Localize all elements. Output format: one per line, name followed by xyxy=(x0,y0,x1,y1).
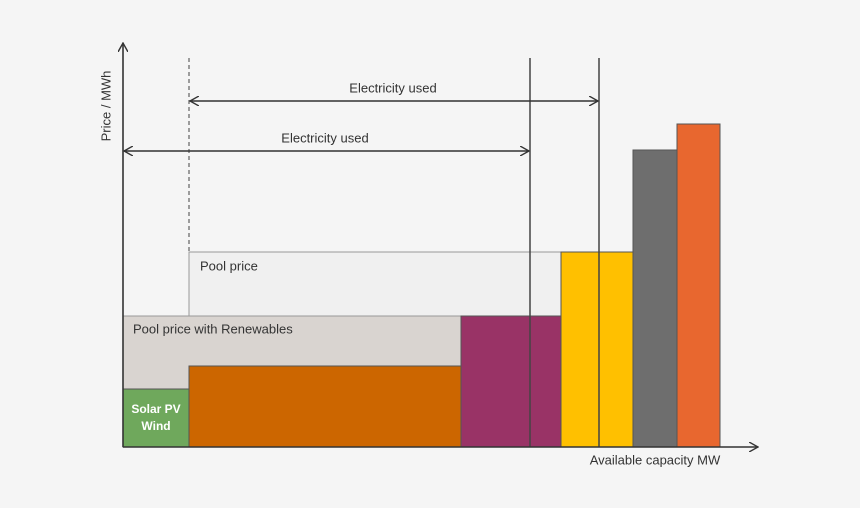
region-label: Pool price xyxy=(200,258,258,273)
renewables-block xyxy=(122,388,190,448)
block xyxy=(560,251,634,448)
region-label: Pool price with Renewables xyxy=(133,321,293,336)
block-label: Solar PV xyxy=(131,402,180,416)
block-label: Wind xyxy=(141,419,170,433)
x-axis-label: Available capacity MW xyxy=(590,452,721,467)
pool-price-region xyxy=(188,251,562,317)
arrow-label: Electricity used xyxy=(281,130,368,145)
arrow-label: Electricity used xyxy=(349,80,436,95)
block xyxy=(676,123,721,448)
block xyxy=(460,315,562,448)
block xyxy=(632,149,678,448)
block xyxy=(188,365,462,448)
y-axis-label: Price / MWh xyxy=(98,71,113,142)
